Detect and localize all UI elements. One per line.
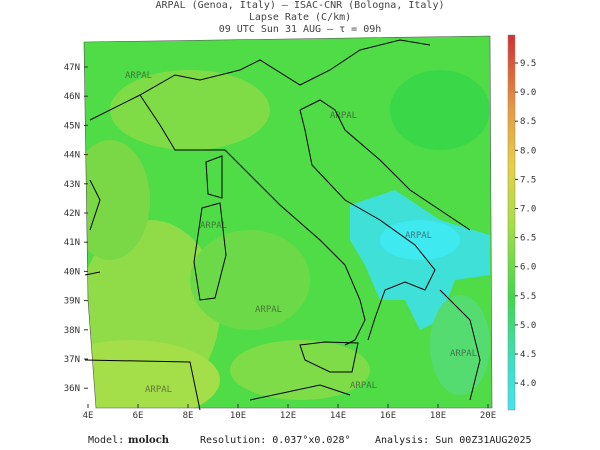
watermark: ARPAL [450,349,477,359]
lon-label: 16E [380,411,396,421]
header-line: 09 UTC Sun 31 AUG – τ = 09h [219,24,382,35]
footer-resolution: Resolution: 0.037°x0.028° [200,435,351,446]
field [84,36,492,408]
watermarks: ARPAL ARPAL ARPAL ARPAL ARPAL ARPAL ARPAL ARPAL [125,71,477,395]
header-line: Lapse Rate (C/km) [249,12,351,23]
lat-label: 36N [64,384,80,394]
watermark: ARPAL [405,231,432,241]
watermark: ARPAL [145,385,172,395]
watermark: ARPAL [255,305,282,315]
footer-model: moloch [128,435,170,446]
footer-analysis: Analysis: Sun 00Z31AUG2025 [375,435,532,446]
colorbar-label: 6.0 [520,263,536,273]
colorbar-label: 6.5 [520,234,536,244]
lon-label: 18E [430,411,446,421]
footer-label: Model: [88,435,124,446]
colorbar [507,34,516,411]
lat-label: 43N [64,180,80,190]
lon-label: 10E [230,411,246,421]
colorbar-label: 9.5 [520,59,536,69]
lat-label: 42N [64,209,80,219]
watermark: ARPAL [350,381,377,391]
colorbar-label: 9.0 [520,88,536,98]
colorbar-label: 5.0 [520,321,536,331]
lat-label: 37N [64,355,80,365]
lon-labels: 4E 6E 8E 10E 12E 14E 16E 18E 20E [83,404,496,421]
header-line: ARPAL (Genoa, Italy) – ISAC-CNR (Bologna… [156,0,445,11]
lat-label: 38N [64,326,80,336]
lat-label: 44N [64,151,80,161]
lon-label: 12E [280,411,296,421]
lat-labels: 47N 46N 45N 44N 43N 42N 41N 40N 39N 38N 37N 36N [64,63,88,394]
lat-label: 39N [64,297,80,307]
colorbar-label: 7.5 [520,175,536,185]
lat-label: 45N [64,121,80,131]
lon-label: 20E [480,411,496,421]
colorbar-label: 4.5 [520,350,536,360]
colorbar-label: 8.0 [520,146,536,156]
lon-label: 4E [83,411,94,421]
colorbar-label: 7.0 [520,205,536,215]
colorbar-label: 4.0 [520,379,536,389]
colorbar-label: 8.5 [520,117,536,127]
watermark: ARPAL [200,221,227,231]
lat-label: 40N [64,267,80,277]
coastlines [84,39,481,411]
lat-label: 41N [64,238,80,248]
colorbar-labels: 9.5 9.0 8.5 8.0 7.5 7.0 6.5 6.0 5.5 5.0 4.5 4.0 [515,59,536,389]
lon-label: 14E [330,411,346,421]
lat-label: 46N [64,92,80,102]
watermark: ARPAL [330,111,357,121]
lon-label: 6E [133,411,144,421]
colorbar-label: 5.5 [520,292,536,302]
watermark: ARPAL [125,71,152,81]
lon-label: 8E [183,411,194,421]
lat-label: 47N [64,63,80,73]
